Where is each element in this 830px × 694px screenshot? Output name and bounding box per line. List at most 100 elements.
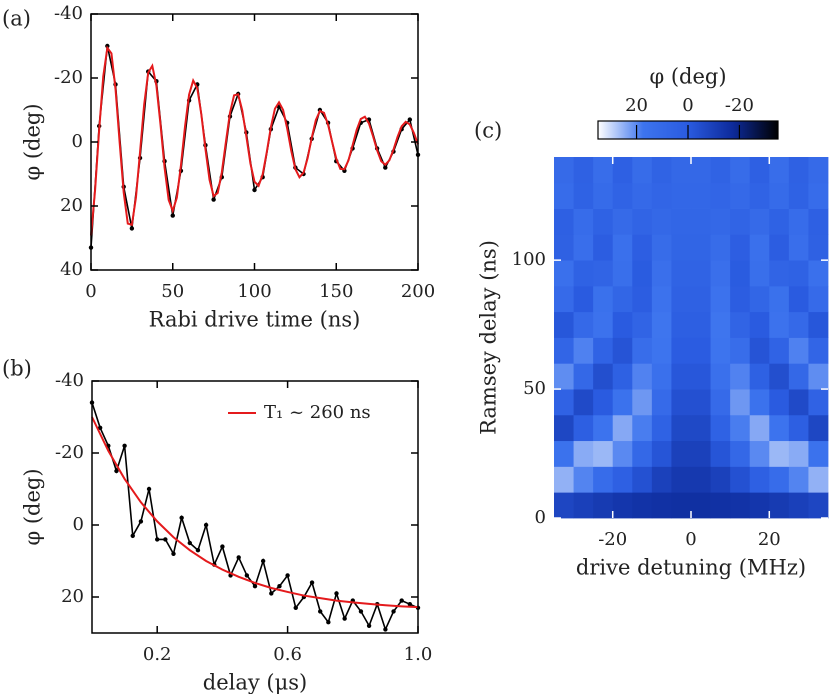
heat-cell — [788, 337, 809, 364]
heat-cell — [808, 260, 829, 287]
y-tick-label: -20 — [54, 67, 83, 88]
y-tick-label: -40 — [54, 3, 83, 24]
heat-cell — [632, 414, 653, 442]
heat-cell — [710, 492, 731, 519]
heat-cell — [593, 208, 614, 235]
heat-cell — [788, 363, 809, 390]
heat-cell — [651, 466, 672, 493]
data-point — [179, 515, 184, 520]
heat-cell — [749, 389, 770, 416]
heat-cell — [671, 311, 692, 338]
heat-cell — [710, 285, 731, 313]
heat-cell — [730, 414, 751, 442]
heat-cell — [691, 311, 711, 338]
heat-cell — [554, 389, 574, 416]
legend-label: T₁ ~ 260 ns — [264, 402, 371, 423]
heat-cell — [730, 389, 751, 416]
data-point — [129, 226, 135, 231]
x-tick-label: 150 — [319, 281, 353, 302]
heat-cell — [691, 389, 711, 416]
heat-cell — [651, 414, 672, 442]
heat-cell — [769, 182, 790, 209]
heat-cell — [554, 466, 574, 493]
y-tick-label: 0 — [73, 514, 84, 535]
heat-cell — [593, 285, 614, 313]
heat-cell — [593, 311, 614, 338]
heat-cell — [593, 157, 614, 184]
heat-cell — [710, 414, 731, 442]
heat-cell — [808, 234, 829, 261]
heat-cell — [671, 440, 692, 467]
heat-cell — [632, 492, 653, 519]
heat-cell — [554, 260, 574, 287]
heat-cell — [651, 260, 672, 287]
heat-cell — [573, 414, 594, 442]
data-point — [326, 620, 331, 625]
heat-cell — [788, 414, 809, 442]
heat-cell — [573, 208, 594, 235]
heat-cell — [710, 466, 731, 493]
data-point — [122, 443, 127, 448]
heat-cell — [651, 234, 672, 261]
heat-cell — [573, 285, 594, 313]
heat-cell — [769, 260, 790, 287]
heat-cell — [730, 466, 751, 493]
heat-cell — [788, 234, 809, 261]
heat-cell — [573, 363, 594, 390]
data-point — [334, 591, 339, 596]
heat-cell — [593, 182, 614, 209]
heat-cell — [749, 208, 770, 235]
data-point — [358, 609, 364, 614]
heat-cell — [612, 414, 633, 442]
data-point — [285, 573, 290, 578]
heat-cell — [691, 440, 711, 467]
y-tick-label: 20 — [61, 586, 84, 607]
heat-cell — [749, 285, 770, 313]
heat-cell — [671, 182, 692, 209]
heat-cell — [749, 311, 770, 338]
heat-cell — [730, 157, 751, 184]
heat-cell — [632, 466, 653, 493]
heat-cell — [671, 466, 692, 493]
heat-cell — [651, 337, 672, 364]
heat-cell — [788, 492, 809, 519]
y-tick-label: -40 — [55, 370, 84, 391]
data-point — [195, 548, 201, 553]
y-tick-label: -20 — [55, 442, 84, 463]
heat-cell — [612, 182, 633, 209]
heat-cell — [691, 363, 711, 390]
heat-cell — [632, 363, 653, 390]
x-axis-label: drive detuning (MHz) — [576, 556, 806, 580]
heat-cell — [769, 234, 790, 261]
heat-cell — [612, 440, 633, 467]
data-point — [171, 551, 176, 556]
heat-cell — [691, 208, 711, 235]
panel-label: (b) — [2, 357, 32, 381]
heat-cell — [593, 234, 614, 261]
panel-label: (c) — [474, 119, 502, 143]
y-tick-label: 20 — [60, 195, 83, 216]
heat-cell — [671, 260, 692, 287]
heat-cell — [632, 157, 653, 184]
heat-cell — [593, 440, 614, 467]
heat-cell — [749, 234, 770, 261]
heat-cell — [710, 182, 731, 209]
y-axis-label: φ (deg) — [21, 468, 45, 545]
plot-frame — [91, 380, 419, 634]
heat-cell — [749, 260, 770, 287]
x-tick-label: 200 — [401, 281, 435, 302]
heat-cell — [651, 208, 672, 235]
data-line — [91, 402, 419, 632]
heat-cell — [691, 492, 711, 519]
heat-cell — [554, 440, 574, 467]
heat-cell — [769, 414, 790, 442]
heat-cell — [573, 182, 594, 209]
heat-cell — [573, 440, 594, 467]
heat-cell — [691, 182, 711, 209]
data-point — [383, 627, 388, 632]
heat-cell — [808, 440, 829, 467]
heat-cell — [554, 157, 574, 184]
heat-cell — [808, 389, 829, 416]
heat-cell — [612, 363, 633, 390]
heat-cell — [749, 440, 770, 467]
